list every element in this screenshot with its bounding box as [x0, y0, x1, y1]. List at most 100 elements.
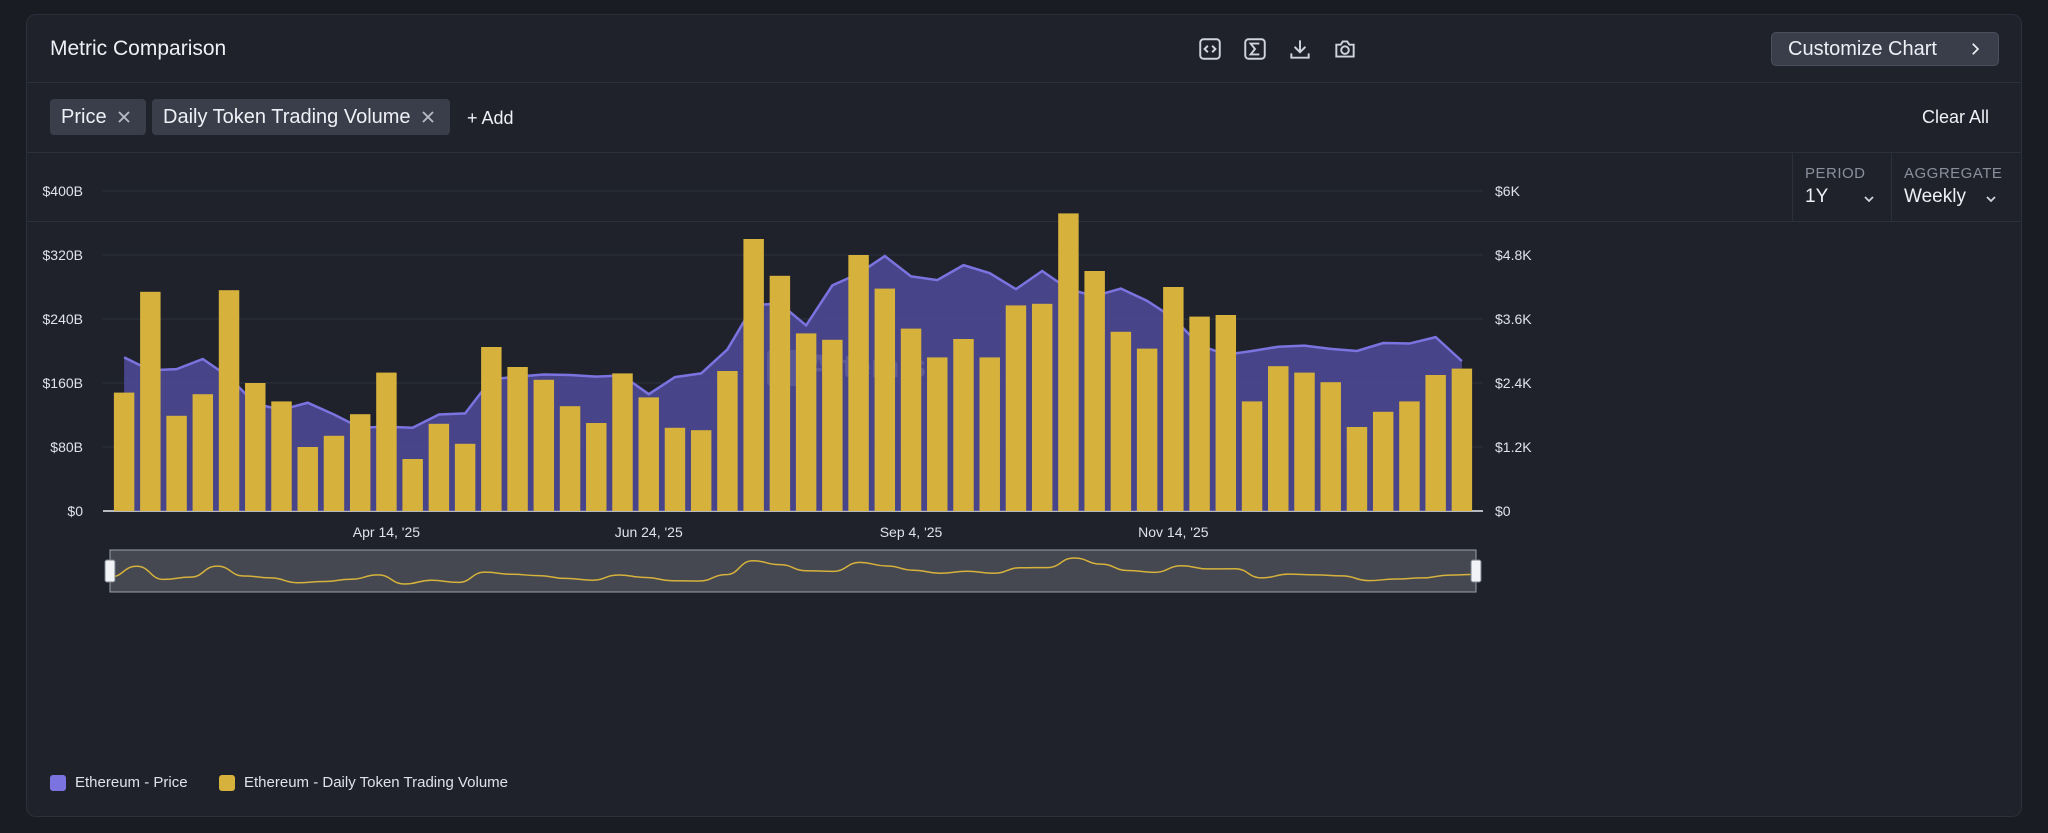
volume-bar — [218, 290, 240, 511]
volume-bar — [848, 255, 869, 511]
volume-bar — [454, 443, 476, 511]
volume-bar — [822, 339, 843, 511]
aggregate-value: Weekly — [1904, 186, 1966, 207]
y-left-tick-label: $400B — [43, 183, 83, 199]
volume-bar — [743, 239, 764, 511]
close-icon[interactable] — [421, 110, 435, 124]
volume-bar — [1451, 368, 1473, 511]
chevron-down-icon — [1864, 196, 1874, 203]
volume-bar — [690, 430, 712, 511]
volume-bar — [795, 333, 817, 511]
volume-bar — [192, 394, 214, 511]
navigator-series-line — [109, 557, 1477, 585]
customize-chart-label: Customize Chart — [1788, 37, 1937, 60]
volume-bar — [1215, 315, 1237, 511]
volume-bar — [140, 291, 161, 511]
legend-label-price: Ethereum - Price — [75, 774, 188, 791]
y-left-tick-label: $320B — [43, 247, 83, 263]
volume-bar — [1110, 331, 1132, 511]
legend-label-volume: Ethereum - Daily Token Trading Volume — [244, 774, 509, 791]
aggregate-label: AGGREGATE — [1904, 165, 2003, 182]
volume-bar — [1372, 411, 1394, 511]
card-header: Metric Comparison Customize Chart — [27, 15, 2021, 83]
aggregate-select[interactable]: AGGREGATE Weekly — [1891, 153, 2021, 221]
y-right-tick-label: $3.6K — [1495, 311, 1532, 327]
volume-bar — [402, 459, 423, 511]
download-icon[interactable] — [1285, 34, 1315, 64]
card-title: Metric Comparison — [50, 37, 227, 60]
y-right-tick-label: $6K — [1495, 183, 1521, 199]
navigator-handle-left[interactable] — [104, 559, 116, 583]
chart-area: $0 $0 $80B $1.2K $160B $2.4K $240B $3.6K $320B $4… — [43, 183, 1532, 593]
volume-bar — [1241, 401, 1263, 511]
y-right-tick-label: $2.4K — [1495, 375, 1532, 391]
volume-bar — [481, 347, 502, 511]
legend-swatch-price — [50, 774, 66, 791]
clear-all-button[interactable]: Clear All — [1921, 107, 1989, 127]
volume-bar — [1346, 427, 1368, 511]
volume-bar — [1425, 375, 1446, 511]
sigma-icon[interactable] — [1240, 34, 1270, 64]
volume-bar — [297, 447, 318, 511]
chart-controls-row: PERIOD 1Y AGGREGATE Weekly — [27, 153, 2021, 222]
y-right-tick-label: $4.8K — [1495, 247, 1532, 263]
volume-bar — [113, 392, 135, 511]
y-right-tick-label: $1.2K — [1495, 439, 1532, 455]
volume-bar — [559, 406, 581, 511]
y-left-tick-label: $0 — [67, 503, 83, 519]
volume-bar — [1399, 401, 1420, 511]
legend-swatch-volume — [219, 774, 235, 791]
customize-chart-button[interactable]: Customize Chart — [1771, 32, 1999, 66]
volume-bar — [769, 275, 791, 511]
volume-bar — [507, 367, 528, 511]
legend-item-price[interactable]: Ethereum - Price — [50, 774, 188, 791]
chevron-down-icon — [1986, 196, 1996, 203]
volume-bar — [1163, 287, 1184, 511]
tag-chip-label: Daily Token Trading Volume — [163, 105, 411, 128]
x-tick-label: Jun 24, '25 — [615, 524, 683, 540]
volume-bar — [1189, 316, 1210, 511]
tag-chip-price[interactable]: Price — [50, 99, 146, 135]
metric-comparison-card: Metric Comparison Customize Chart Price … — [26, 14, 2022, 817]
close-icon[interactable] — [117, 110, 131, 124]
tag-chip-daily-token-trading-volume[interactable]: Daily Token Trading Volume — [152, 99, 450, 135]
tag-chip-label: Price — [61, 105, 107, 128]
legend-item-volume[interactable]: Ethereum - Daily Token Trading Volume — [219, 774, 508, 791]
volume-bar — [323, 435, 345, 511]
x-tick-label: Sep 4, '25 — [880, 524, 943, 540]
volume-bar — [612, 373, 633, 511]
volume-bar — [271, 401, 292, 511]
volume-bar — [533, 379, 555, 511]
range-navigator — [109, 549, 1477, 593]
volume-bar — [1320, 382, 1341, 511]
volume-bar — [349, 414, 371, 511]
add-metric-button[interactable]: + Add — [467, 108, 514, 128]
volume-bar — [1268, 366, 1289, 511]
volume-bar — [245, 383, 266, 511]
x-tick-label: Apr 14, '25 — [353, 524, 420, 540]
embed-icon[interactable] — [1195, 34, 1225, 64]
price-line — [123, 254, 1463, 430]
volume-bar — [1005, 305, 1027, 511]
volume-bar — [664, 427, 686, 511]
metric-tag-bar: Price Daily Token Trading Volume + Add C… — [27, 83, 2021, 153]
volume-bar — [953, 339, 974, 511]
volume-bar — [1294, 372, 1315, 511]
volume-bar — [717, 371, 738, 511]
volume-bar — [874, 288, 896, 511]
volume-bar — [1058, 213, 1079, 511]
y-left-tick-label: $240B — [43, 311, 83, 327]
volume-bar — [638, 397, 659, 511]
y-right-tick-label: $0 — [1495, 503, 1511, 519]
camera-icon[interactable] — [1330, 34, 1360, 64]
x-tick-label: Nov 14, '25 — [1138, 524, 1209, 540]
period-select[interactable]: PERIOD 1Y — [1792, 153, 1891, 221]
volume-bar — [166, 415, 187, 511]
y-left-tick-label: $160B — [43, 375, 83, 391]
chevron-right-icon — [1972, 43, 1980, 55]
volume-bar — [376, 372, 397, 511]
volume-bar — [1136, 348, 1158, 511]
volume-bar — [1031, 303, 1053, 511]
navigator-handle-right[interactable] — [1470, 559, 1482, 583]
period-label: PERIOD — [1805, 165, 1866, 182]
